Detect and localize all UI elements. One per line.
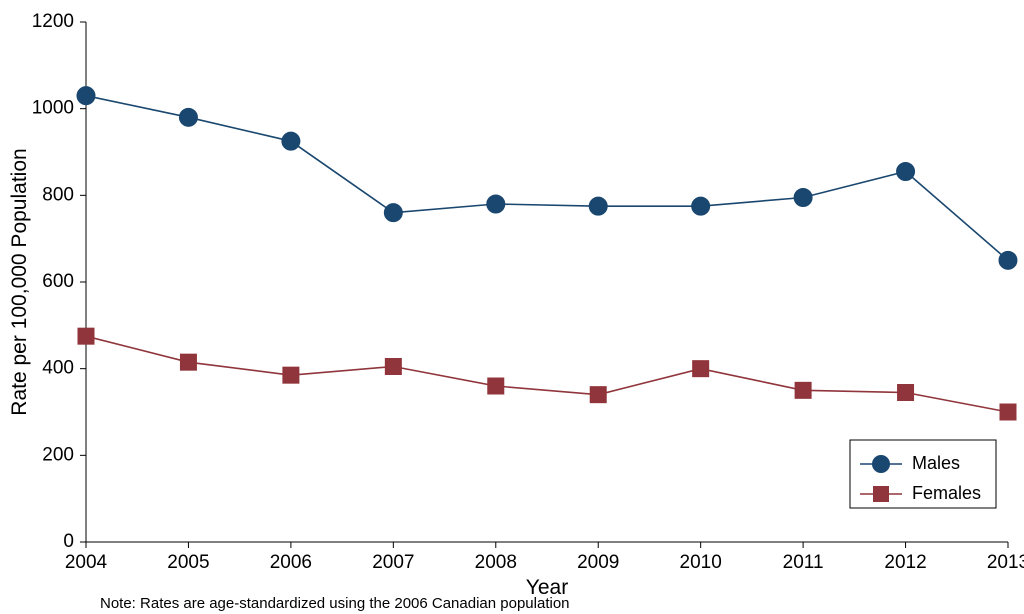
- y-tick-label: 1000: [32, 98, 74, 119]
- marker-males: [487, 195, 505, 213]
- marker-females: [180, 354, 196, 370]
- x-tick-label: 2013: [987, 552, 1024, 573]
- y-tick-label: 0: [63, 531, 74, 552]
- marker-females: [898, 385, 914, 401]
- legend-marker-males: [872, 455, 890, 473]
- marker-males: [589, 197, 607, 215]
- marker-males: [897, 163, 915, 181]
- marker-males: [999, 251, 1017, 269]
- x-tick-label: 2008: [475, 552, 517, 573]
- x-tick-label: 2010: [680, 552, 722, 573]
- legend-label-males: Males: [912, 453, 960, 473]
- y-tick-label: 400: [42, 358, 74, 379]
- y-tick-label: 600: [42, 271, 74, 292]
- marker-females: [1000, 404, 1016, 420]
- x-tick-label: 2007: [372, 552, 414, 573]
- y-axis-label: Rate per 100,000 Population: [8, 148, 31, 415]
- series-line-females: [86, 336, 1008, 412]
- x-tick-label: 2012: [884, 552, 926, 573]
- marker-females: [283, 367, 299, 383]
- marker-females: [385, 359, 401, 375]
- y-tick-label: 200: [42, 444, 74, 465]
- legend-label-females: Females: [912, 483, 981, 503]
- x-tick-label: 2004: [65, 552, 108, 573]
- marker-females: [590, 387, 606, 403]
- marker-females: [488, 378, 504, 394]
- rate-chart: 0 200 400 600 800 1000 1200 2004 2005 2006 2007 200…: [0, 0, 1024, 614]
- marker-females: [795, 382, 811, 398]
- legend-marker-females: [873, 486, 889, 502]
- marker-males: [282, 132, 300, 150]
- marker-males: [179, 108, 197, 126]
- marker-males: [692, 197, 710, 215]
- marker-males: [77, 87, 95, 105]
- chart-svg: 0 200 400 600 800 1000 1200 2004 2005 2006 2007 200…: [0, 0, 1024, 614]
- series-line-males: [86, 96, 1008, 261]
- y-tick-label: 800: [42, 184, 74, 205]
- x-tick-label: 2006: [270, 552, 312, 573]
- x-tick-label: 2009: [577, 552, 619, 573]
- marker-females: [78, 328, 94, 344]
- y-tick-label: 1200: [32, 11, 74, 32]
- x-tick-label: 2005: [167, 552, 209, 573]
- marker-males: [794, 189, 812, 207]
- footnote: Note: Rates are age-standardized using t…: [100, 595, 570, 612]
- marker-females: [693, 361, 709, 377]
- x-tick-label: 2011: [783, 552, 824, 573]
- marker-males: [384, 204, 402, 222]
